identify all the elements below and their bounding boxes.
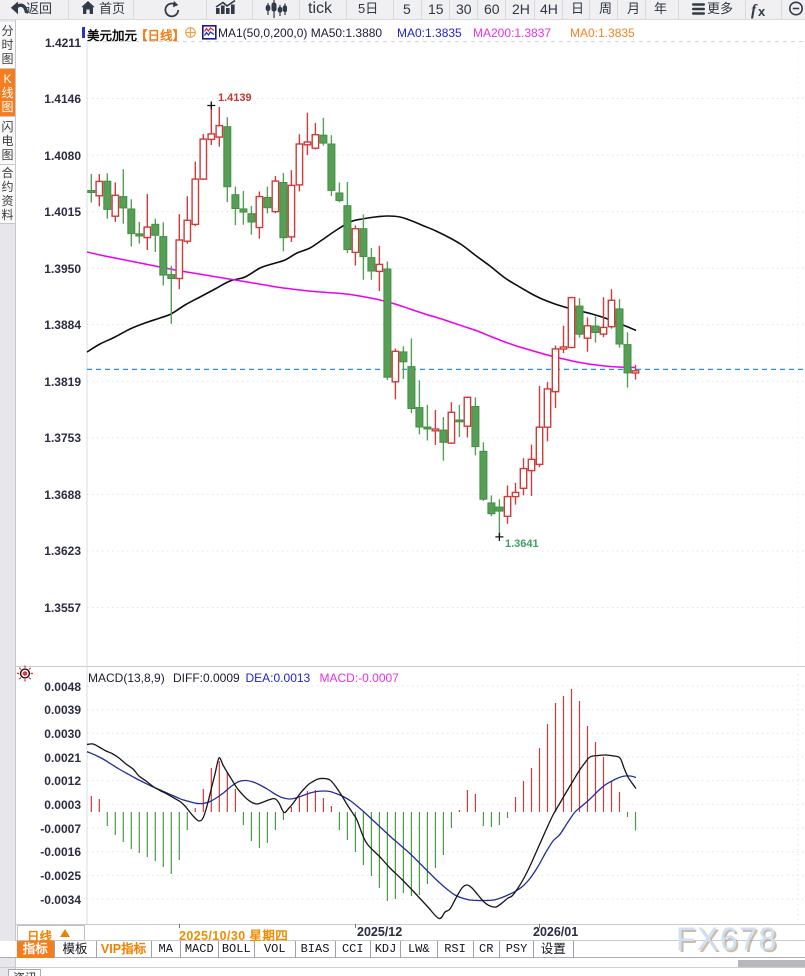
svg-text:x: x — [758, 4, 766, 19]
svg-text:f: f — [751, 2, 758, 19]
